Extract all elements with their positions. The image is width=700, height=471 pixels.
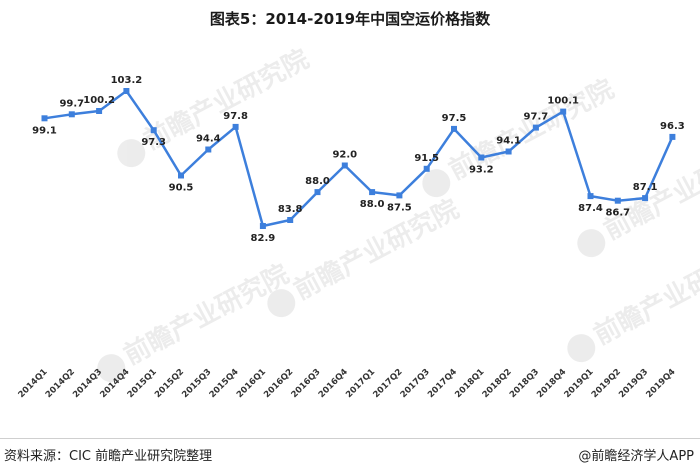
data-point (259, 223, 266, 229)
data-label: 97.5 (442, 113, 467, 124)
data-label: 94.1 (496, 136, 521, 147)
data-point (560, 108, 567, 115)
data-label: 86.7 (605, 208, 630, 219)
data-label: 96.3 (660, 121, 685, 132)
data-label: 103.2 (111, 75, 143, 86)
data-point (587, 193, 594, 200)
data-label: 87.5 (387, 202, 412, 213)
data-label: 87.1 (633, 182, 658, 193)
data-label: 83.8 (278, 204, 303, 215)
data-point (41, 115, 48, 122)
data-label: 87.4 (578, 203, 603, 214)
data-point (669, 133, 676, 140)
data-point (369, 189, 376, 196)
data-label: 93.2 (469, 165, 494, 176)
data-point (205, 146, 212, 153)
data-point (478, 154, 485, 161)
source-note: 资料来源：CIC 前瞻产业研究院整理 (4, 449, 213, 464)
data-point (150, 127, 157, 134)
data-label: 88.0 (305, 176, 330, 187)
data-point (314, 189, 321, 196)
data-label: 100.2 (83, 95, 115, 106)
data-label: 100.1 (547, 96, 579, 107)
data-point (232, 123, 239, 130)
data-point (341, 162, 348, 169)
watermark: 前瞻产业研究院 (567, 238, 700, 363)
data-label: 92.0 (332, 150, 357, 161)
watermark: 前瞻产业研究院 (97, 258, 294, 383)
data-label: 91.5 (414, 153, 439, 164)
data-point (178, 172, 184, 179)
svg-text:前瞻产业研究院: 前瞻产业研究院 (119, 258, 294, 371)
brand-credit: @前瞻经济学人APP (578, 449, 694, 464)
data-point (68, 111, 75, 118)
data-label: 94.4 (196, 134, 221, 145)
data-label: 97.3 (141, 137, 166, 148)
svg-text:前瞻产业研究院: 前瞻产业研究院 (589, 238, 700, 351)
data-label: 90.5 (169, 183, 194, 194)
series-line (44, 89, 674, 228)
data-point (642, 195, 649, 202)
data-point (123, 88, 130, 94)
chart-title: 图表5：2014-2019年中国空运价格指数 (209, 10, 491, 28)
data-point (396, 192, 403, 199)
footer: 资料来源：CIC 前瞻产业研究院整理 @前瞻经济学人APP (0, 438, 700, 471)
data-point (505, 148, 512, 155)
data-point (532, 124, 539, 131)
data-label: 82.9 (251, 233, 276, 244)
data-point (614, 197, 621, 204)
watermark: 前瞻产业研究院 (117, 43, 314, 168)
footer-divider (0, 438, 700, 439)
data-point (96, 108, 103, 114)
data-label: 97.8 (223, 111, 248, 122)
svg-text:前瞻产业研究院: 前瞻产业研究院 (289, 193, 464, 306)
data-point (287, 217, 294, 223)
data-label: 99.7 (59, 98, 84, 109)
data-point (423, 165, 430, 172)
data-label: 99.1 (32, 125, 57, 136)
data-point (451, 125, 457, 132)
data-label: 97.7 (524, 112, 549, 123)
x-tick-label: 2019Q4 (644, 367, 677, 400)
data-label: 88.0 (360, 199, 385, 210)
